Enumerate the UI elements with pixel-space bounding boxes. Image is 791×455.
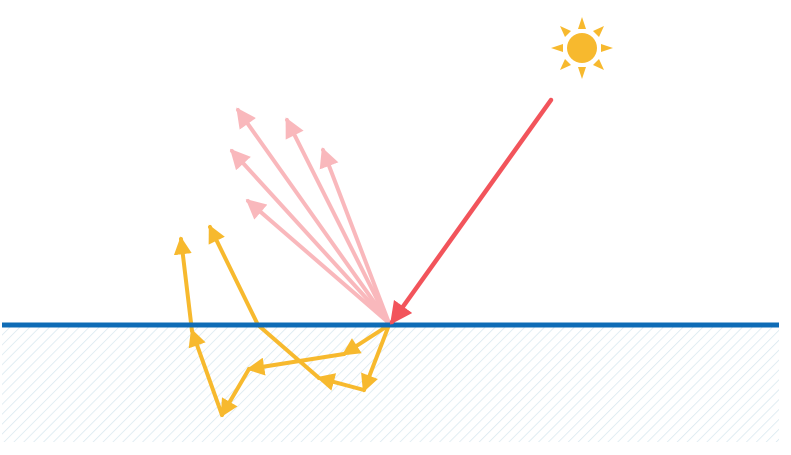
incident-ray [389, 97, 554, 325]
scatter-segment [256, 323, 321, 380]
scattered-light-path [173, 224, 391, 418]
scatter-segment [316, 373, 366, 392]
reflected-ray [229, 148, 391, 325]
scatter-segment [173, 236, 194, 333]
reflected-ray [319, 147, 391, 325]
sun-icon [551, 17, 613, 79]
reflected-ray [285, 117, 391, 325]
medium-hatched-area [2, 325, 779, 442]
scatter-segment [246, 352, 346, 376]
reflected-rays [229, 107, 391, 325]
scatter-segment [361, 323, 391, 393]
scatter-segment [220, 367, 251, 418]
scatter-segment [341, 323, 391, 356]
scatter-segment [188, 328, 224, 417]
scatter-segment [208, 224, 260, 327]
reflected-ray [236, 107, 391, 325]
reflected-ray [245, 199, 391, 325]
